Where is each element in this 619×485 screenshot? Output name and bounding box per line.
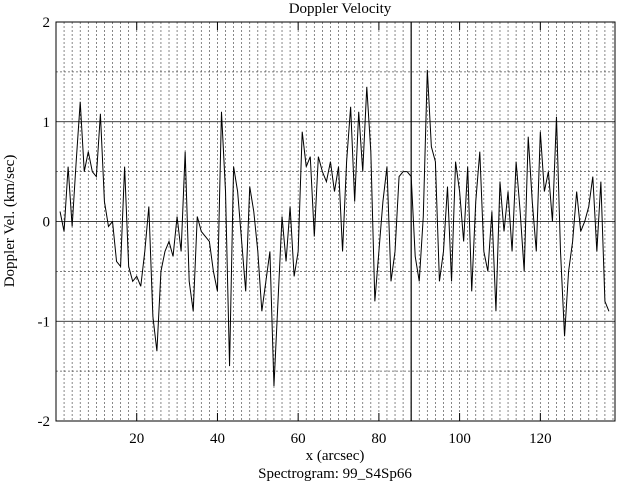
y-tick-label: 2 — [43, 15, 51, 31]
x-axis-label: x (arcsec) — [306, 448, 365, 464]
chart-title: Doppler Velocity — [289, 1, 392, 17]
y-tick-label: -1 — [38, 314, 51, 330]
subtitle: Spectrogram: 99_S4Sp66 — [258, 466, 412, 482]
plot-frame — [55, 21, 616, 422]
y-tick-label: 0 — [43, 215, 51, 231]
x-tick-label: 40 — [210, 431, 225, 447]
x-tick-label: 60 — [291, 431, 306, 447]
y-tick-label: 1 — [43, 115, 51, 131]
x-tick-label: 20 — [129, 431, 144, 447]
x-tick-label: 100 — [448, 431, 471, 447]
y-axis-label: Doppler Vel. (km/sec) — [2, 155, 18, 288]
x-tick-label: 80 — [371, 431, 386, 447]
data-line — [59, 69, 610, 387]
y-tick-label: -2 — [38, 414, 51, 430]
x-tick-label: 120 — [529, 431, 552, 447]
